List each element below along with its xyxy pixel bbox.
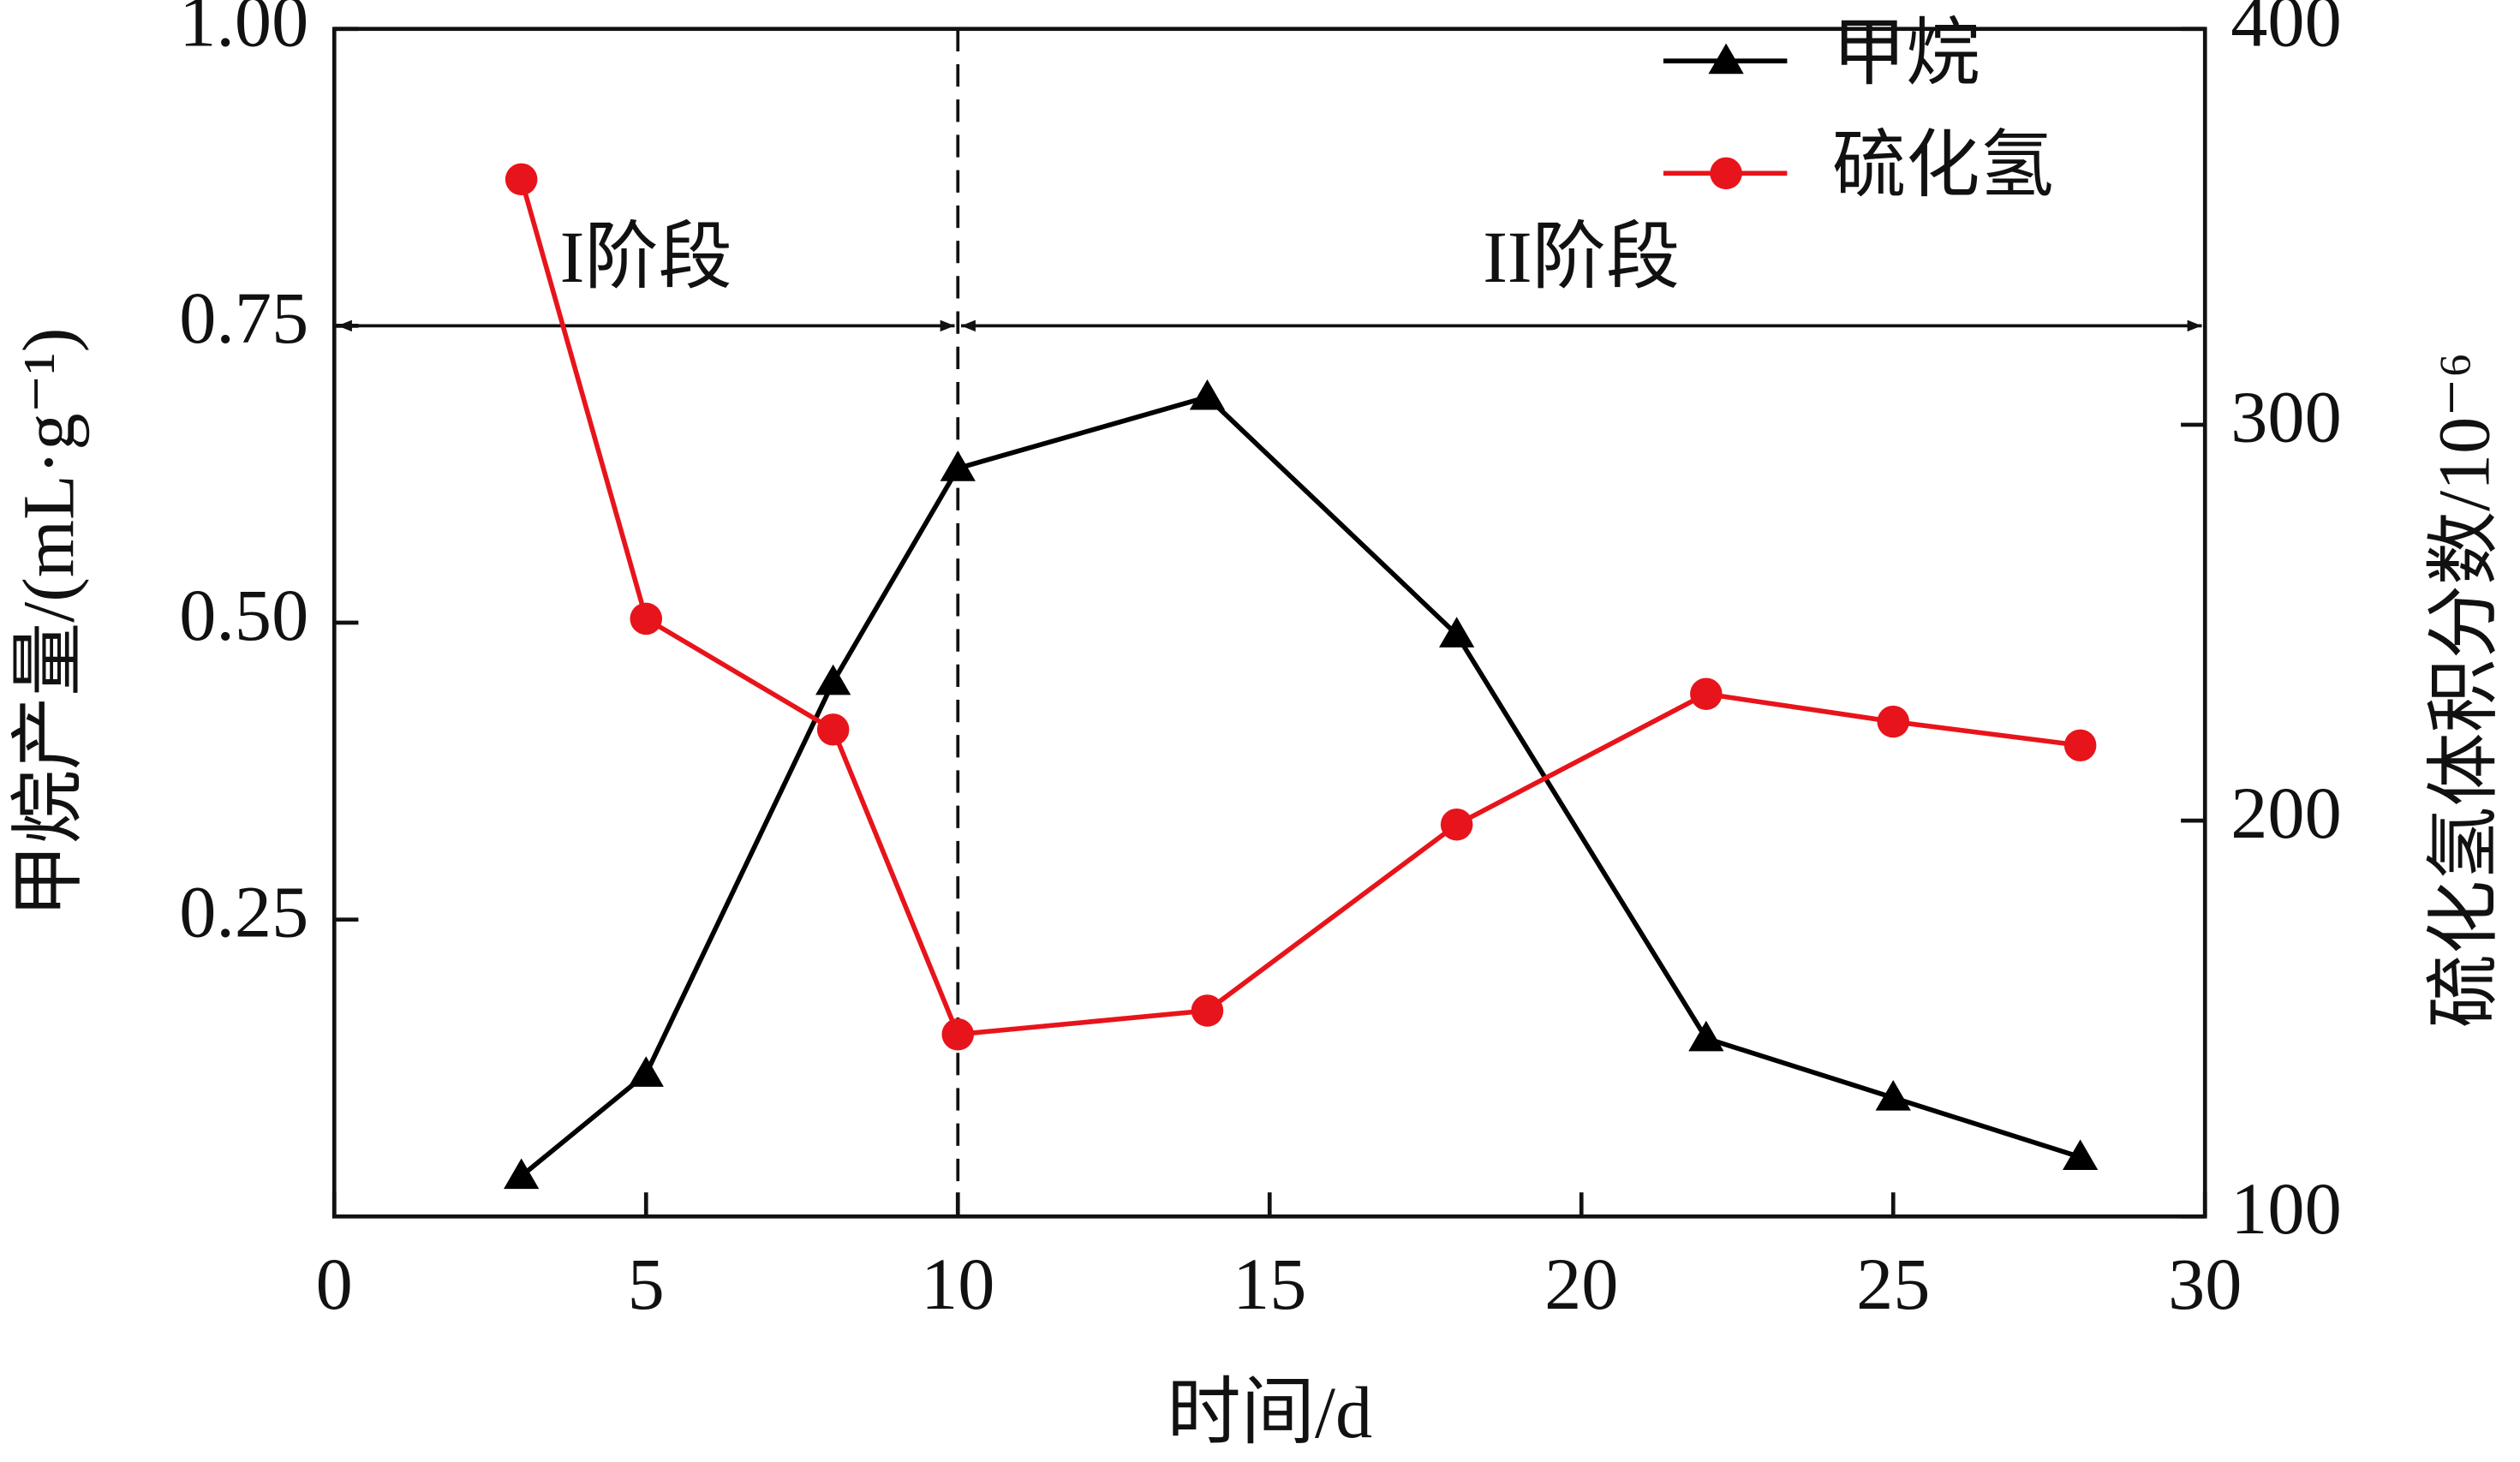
x-tick-label: 30: [2168, 1243, 2242, 1325]
y-axis-label: 甲烷产量/(mL·g⁻¹): [7, 328, 89, 918]
y2-tick-label: 300: [2230, 376, 2341, 458]
plot-frame: [331, 27, 2207, 1219]
marker-circle: [630, 602, 663, 636]
marker-triangle: [815, 664, 851, 695]
marker-circle: [505, 163, 538, 196]
marker-circle: [941, 1017, 975, 1051]
legend-label: 甲烷: [1832, 12, 1980, 94]
series-line: [519, 394, 2081, 1179]
marker-triangle: [1875, 1080, 1911, 1111]
marker-triangle: [1439, 617, 1475, 647]
marker-circle: [1191, 994, 1224, 1027]
x-tick-label: 10: [921, 1243, 994, 1325]
marker-triangle: [940, 451, 976, 481]
y2-tick-label: 100: [2230, 1167, 2341, 1250]
marker-circle: [1877, 705, 1910, 738]
x-tick-label: 15: [1233, 1243, 1306, 1325]
marker-circle: [1690, 677, 1723, 710]
marker-circle: [2063, 729, 2097, 762]
marker-triangle: [504, 1158, 540, 1190]
marker-circle: [1440, 809, 1473, 841]
x-tick-label: 20: [1544, 1243, 1618, 1325]
phase-label: I阶段: [560, 216, 732, 298]
marker-triangle: [2063, 1139, 2099, 1170]
y-tick-label: 0.75: [179, 277, 308, 359]
x-tick-label: 0: [316, 1243, 353, 1325]
marker-circle: [1710, 157, 1742, 190]
y-tick-label: 0.25: [179, 871, 308, 953]
x-axis-label: 时间/d: [1167, 1371, 1372, 1453]
y-tick-label: 1.00: [179, 0, 308, 62]
marker-circle: [816, 713, 850, 746]
legend-label: 硫化氢: [1832, 124, 2054, 206]
y2-tick-label: 200: [2230, 772, 2341, 854]
x-tick-label: 5: [628, 1243, 665, 1325]
y2-axis-label: 硫化氢体积分数/10⁻⁶: [2422, 352, 2505, 1028]
y2-tick-label: 400: [2230, 0, 2341, 62]
marker-triangle: [1708, 43, 1744, 75]
series-line: [518, 178, 2081, 1037]
y-tick-label: 0.50: [179, 574, 308, 656]
marker-triangle: [1189, 379, 1226, 410]
marker-triangle: [1688, 1020, 1724, 1052]
marker-triangle: [628, 1056, 664, 1087]
phase-label: II阶段: [1483, 216, 1680, 298]
x-tick-label: 25: [1856, 1243, 1930, 1325]
